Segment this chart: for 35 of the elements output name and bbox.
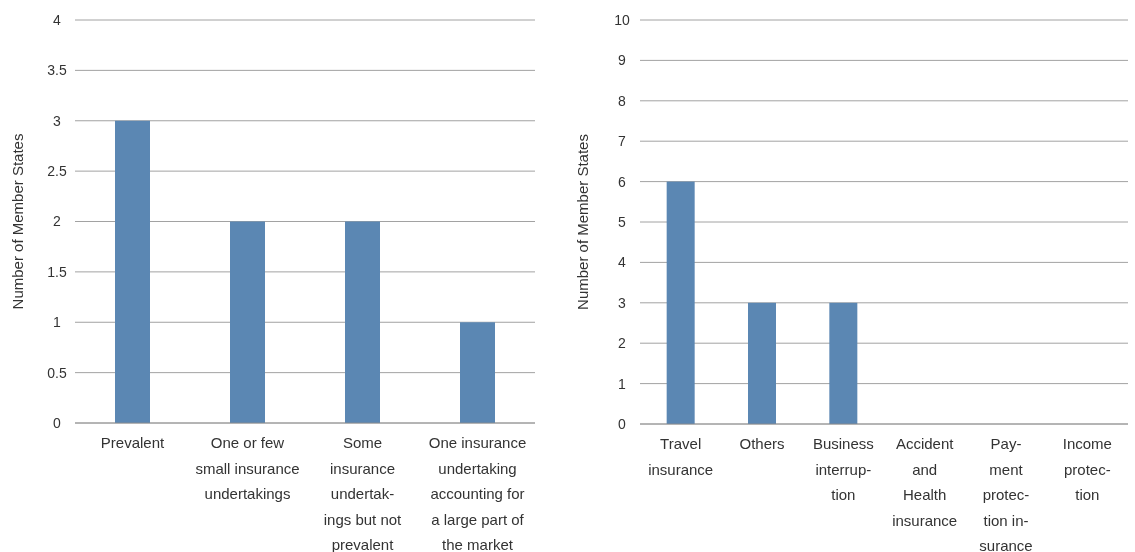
bar [115,120,150,423]
x-tick-label: Pay- ment protec- tion in- surance [979,435,1033,552]
y-tick-label: 8 [618,92,627,109]
y-tick-label: 6 [618,173,627,190]
y-tick-label: 9 [618,52,627,69]
y-tick-label: 1 [53,314,62,331]
y-tick-label: 2 [53,213,62,230]
y-tick-label: 1 [618,375,627,392]
x-tick-label: Prevalent [100,434,166,451]
x-tick-label: Accident and Health insurance [892,435,958,529]
x-tick-label: Others [739,435,785,452]
y-tick-label: 7 [618,133,627,150]
bar [345,221,380,423]
x-tick-label: One insurance undertaking accounting for a large part of the market [428,434,527,552]
y-tick-label: 3 [618,294,627,311]
y-tick-label: 1.5 [47,263,67,280]
y-tick-label: 0.5 [47,364,67,381]
y-tick-label: 2 [618,335,627,352]
y-axis-title: Number of Member States [9,133,26,310]
bar [230,221,265,423]
y-axis-title: Number of Member States [574,134,591,310]
y-tick-label: 4 [618,254,627,271]
y-tick-label: 3 [53,112,62,129]
y-tick-label: 5 [618,213,627,230]
x-tick-label: One or few small insurance undertakings [195,434,300,502]
x-tick-label: Travel insurance [648,435,714,478]
y-tick-label: 0 [618,415,627,432]
bar [460,322,495,423]
y-tick-label: 3.5 [47,62,67,79]
y-tick-label: 2.5 [47,163,67,180]
x-tick-label: Income protec- tion [1062,435,1112,503]
y-tick-label: 0 [53,414,62,431]
y-tick-label: 10 [614,11,630,28]
y-tick-label: 4 [53,11,62,28]
x-tick-label: Business interrup- tion [812,435,874,503]
